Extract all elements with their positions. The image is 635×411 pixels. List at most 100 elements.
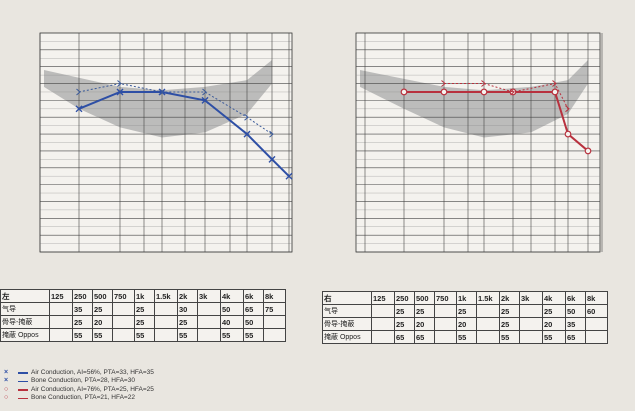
series-air-point <box>584 147 592 155</box>
legend-marker-icon: × <box>4 369 9 376</box>
table-cell <box>476 304 500 318</box>
table-cell: 20 <box>542 317 566 331</box>
left-ear-threshold-table: 左 125 250 500 750 1k 1.5k 2k 3k 4k 6k 8k 气导 35 25 25 30 5… <box>0 289 286 342</box>
table-cell <box>197 302 221 316</box>
cross-marker <box>116 88 124 96</box>
table-cell <box>585 317 608 331</box>
bone-marker <box>76 88 81 96</box>
table-header-cell: 2k <box>177 289 198 303</box>
table-header-cell: 8k <box>585 291 608 305</box>
bone-marker <box>510 88 515 96</box>
bone-marker <box>552 80 557 87</box>
table-cell <box>371 330 395 344</box>
table-cell: 35 <box>72 302 93 316</box>
table-cell <box>154 315 178 329</box>
legend-line-swatch <box>18 397 28 400</box>
table-cell: 50 <box>565 304 586 318</box>
table-cell <box>519 304 543 318</box>
table-cell: 55 <box>134 328 155 342</box>
series-bone-point <box>202 88 207 96</box>
table-cell: 55 <box>177 328 198 342</box>
table-cell: 25 <box>177 315 198 329</box>
table-row-label: 气导 <box>0 302 50 316</box>
cross-marker <box>268 155 276 163</box>
table-cell: 40 <box>220 315 244 329</box>
series-air-point <box>440 88 448 96</box>
table-header-cell: 2k <box>499 291 520 305</box>
legend-text: Bone Conduction, PTA=21, HFA=22 <box>31 394 135 402</box>
table-cell: 50 <box>243 315 264 329</box>
legend-item: × Bone Conduction, PTA=28, HFA=30 <box>4 377 154 385</box>
bone-marker <box>117 80 122 87</box>
table-cell <box>371 304 395 318</box>
table-row: 气导 25 25 25 25 25 50 60 <box>322 304 608 318</box>
table-cell <box>197 315 221 329</box>
series-bone-point <box>510 88 515 96</box>
table-cell <box>476 317 500 331</box>
series-air-point <box>201 96 209 104</box>
table-header-cell: 1.5k <box>476 291 500 305</box>
table-header-cell: 3k <box>519 291 543 305</box>
table-cell <box>263 328 286 342</box>
table-cell <box>434 317 457 331</box>
series-air-point <box>285 172 293 180</box>
table-cell: 25 <box>542 304 566 318</box>
table-cell <box>154 302 178 316</box>
series-bone-point <box>565 105 570 113</box>
cross-marker <box>243 130 251 138</box>
table-cell: 25 <box>394 304 415 318</box>
bone-marker <box>269 130 274 138</box>
right-ear-audiogram <box>355 32 603 253</box>
table-row-label: 掩蔽 Oppos <box>322 330 372 344</box>
table-cell <box>476 330 500 344</box>
legend-item: ○ Bone Conduction, PTA=21, HFA=22 <box>4 394 154 402</box>
series-bone-point <box>269 130 274 138</box>
table-cell: 65 <box>565 330 586 344</box>
right-ear-threshold-table: 右 125 250 500 750 1k 1.5k 2k 3k 4k 6k 8k 气导 25 25 25 25 2… <box>322 291 608 344</box>
table-row-label: 骨导-掩蔽 <box>322 317 372 331</box>
table-cell <box>434 304 457 318</box>
table-cell: 25 <box>92 302 113 316</box>
table-cell: 55 <box>92 328 113 342</box>
table-cell: 55 <box>72 328 93 342</box>
series-air-point <box>551 88 559 96</box>
table-header-cell: 1k <box>456 291 477 305</box>
table-cell <box>154 328 178 342</box>
cross-marker <box>285 172 293 180</box>
table-cell: 50 <box>220 302 244 316</box>
table-cell <box>197 328 221 342</box>
series-air-point <box>564 130 572 138</box>
table-header-cell: 750 <box>112 289 135 303</box>
table-header-cell: 4k <box>542 291 566 305</box>
table-header-cell: 1.5k <box>154 289 178 303</box>
series-air-point <box>480 88 488 96</box>
legend-line-swatch <box>18 389 28 391</box>
table-row: 掩蔽 Oppos 65 65 55 55 55 65 <box>322 330 608 344</box>
table-header-cell: 6k <box>565 291 586 305</box>
table-header-cell: 125 <box>49 289 73 303</box>
table-cell: 25 <box>499 317 520 331</box>
series-air-point <box>116 88 124 96</box>
table-header-cell: 250 <box>394 291 415 305</box>
table-cell <box>49 302 73 316</box>
table-cell: 75 <box>263 302 286 316</box>
table-cell: 20 <box>456 317 477 331</box>
table-header-cell: 1k <box>134 289 155 303</box>
series-air-point <box>400 88 408 96</box>
series-air-point <box>268 155 276 163</box>
table-cell: 60 <box>585 304 608 318</box>
table-cell <box>112 328 135 342</box>
legend-text: Air Conduction, AI=56%, PTA=33, HFA=35 <box>31 369 154 376</box>
series-bone-point <box>244 113 249 121</box>
series-air-point <box>75 105 83 113</box>
table-header-cell: 6k <box>243 289 264 303</box>
bone-marker <box>441 80 446 87</box>
table-cell <box>49 328 73 342</box>
table-row: 掩蔽 Oppos 55 55 55 55 55 55 <box>0 328 286 342</box>
table-cell: 35 <box>565 317 586 331</box>
bone-marker <box>244 113 249 121</box>
table-cell: 25 <box>394 317 415 331</box>
table-cell: 55 <box>456 330 477 344</box>
series-bone-point <box>441 80 446 87</box>
table-cell: 65 <box>243 302 264 316</box>
